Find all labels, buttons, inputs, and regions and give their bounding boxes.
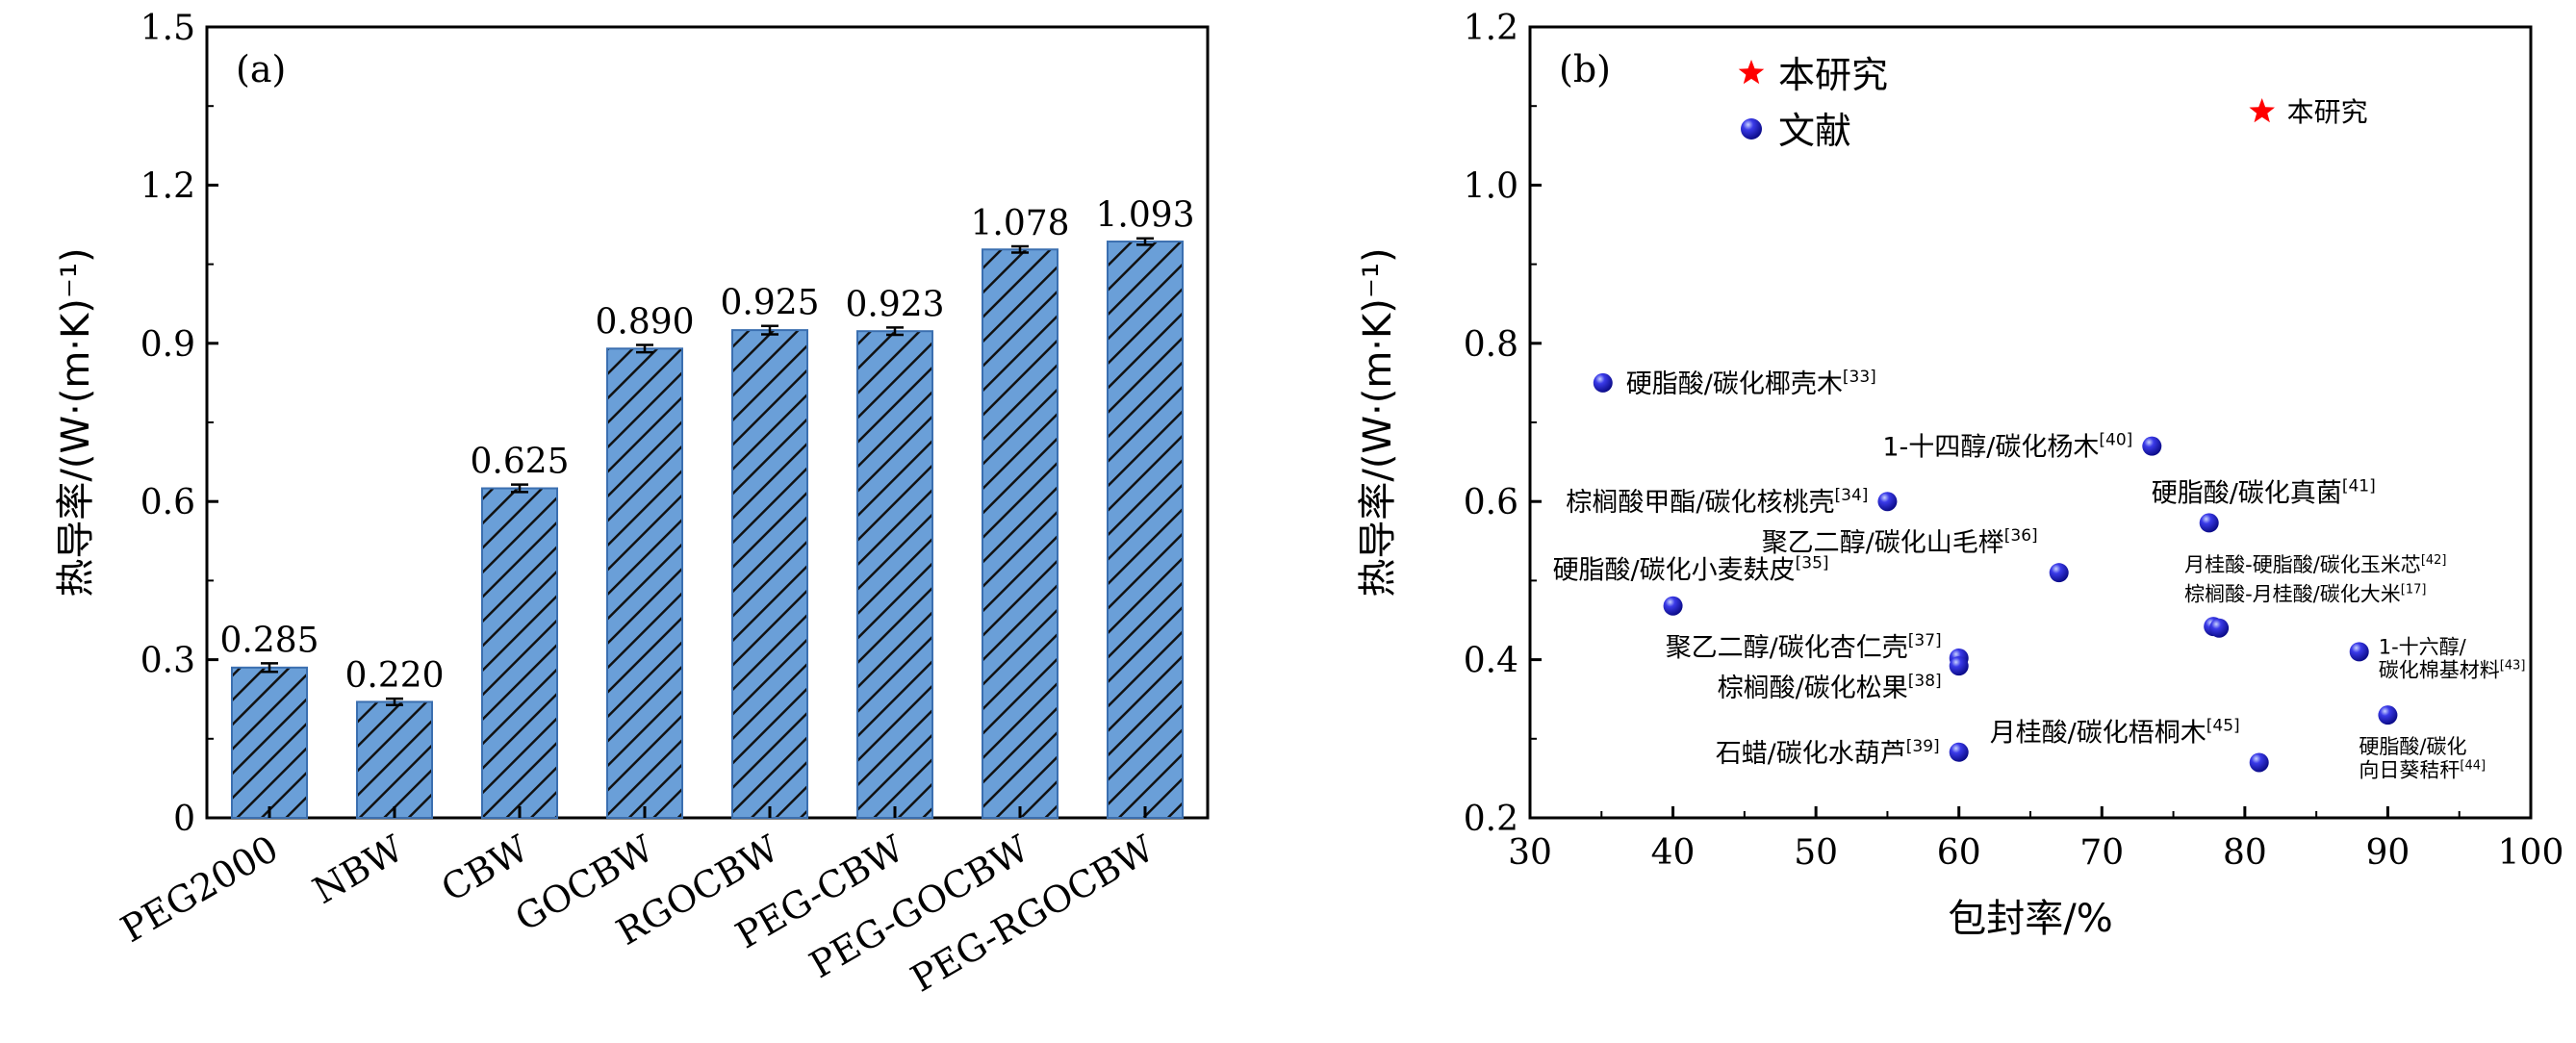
legend-star-icon xyxy=(1738,60,1765,85)
y-tick-label: 1.5 xyxy=(140,9,195,48)
y-axis-ticks-a: 0 0.3 0.6 0.9 1.2 1.5 xyxy=(140,9,218,839)
x-tick-label: 70 xyxy=(2079,833,2124,873)
data-point-sphere xyxy=(2249,752,2269,773)
y-axis-label-a: 热导率/(W·(m·K)⁻¹) xyxy=(54,247,98,597)
y-tick-label: 0.3 xyxy=(140,642,195,681)
data-point-label: 硬脂酸/碳化真菌[41] xyxy=(2152,476,2376,508)
data-point-label: 硬脂酸/碳化向日葵秸秆[44] xyxy=(2359,735,2486,781)
bar-chart-panel: (a) 热导率/(W·(m·K)⁻¹) 0 0.3 0.6 0.9 1.2 1.5 0.2… xyxy=(54,9,1210,1000)
data-point-sphere xyxy=(1877,492,1898,512)
bar-value-label: 0.625 xyxy=(470,443,569,482)
data-point-label: 硬脂酸/碳化小麦麸皮[35] xyxy=(1553,554,1829,586)
bar-value-label: 1.093 xyxy=(1095,196,1194,236)
plot-frame-b xyxy=(1528,25,2533,820)
data-point-label: 月桂酸/碳化梧桐木[45] xyxy=(1990,716,2240,748)
data-point-sphere xyxy=(1663,596,1683,616)
y-tick-label: 1.2 xyxy=(1464,9,1518,48)
y-tick-label: 0 xyxy=(173,800,195,839)
data-point-sphere xyxy=(2142,436,2162,456)
x-tick-label: 50 xyxy=(1794,833,1838,873)
data-point-sphere xyxy=(2349,642,2369,662)
y-tick-label: 0.6 xyxy=(1464,483,1518,522)
bar-value-label: 0.890 xyxy=(595,302,694,342)
panel-label-b: (b) xyxy=(1559,48,1611,90)
data-point-sphere xyxy=(2049,563,2069,583)
bar xyxy=(606,347,683,819)
data-point-label: 聚乙二醇/碳化杏仁壳[37] xyxy=(1666,631,1942,663)
bar-value-label: 0.285 xyxy=(219,621,319,660)
legend-label: 文献 xyxy=(1778,110,1851,152)
x-tick-label: 90 xyxy=(2366,833,2410,873)
y-tick-label: 0.6 xyxy=(140,483,195,522)
legend-sphere-icon xyxy=(1741,118,1762,140)
bar xyxy=(856,330,933,819)
x-axis-ticks-a: PEG2000 NBW CBWGOCBWRGOCBWPEG-CBWPEG-GOCBW… xyxy=(114,806,1161,1000)
data-point-sphere xyxy=(2378,705,2398,725)
bar xyxy=(731,329,808,819)
bar-value-label: 1.078 xyxy=(970,204,1069,243)
x-tick-label: 40 xyxy=(1651,833,1696,873)
x-axis-label-b: 包封率/% xyxy=(1948,897,2112,941)
x-tick-label: 60 xyxy=(1937,833,1981,873)
legend-label: 本研究 xyxy=(1778,54,1888,96)
bar xyxy=(356,700,433,819)
y-tick-label: 0.9 xyxy=(140,325,195,365)
x-tick-label: NBW xyxy=(306,827,411,912)
data-point-star xyxy=(2249,98,2275,123)
data-point-sphere xyxy=(2209,618,2230,638)
y-axis-label-b: 热导率/(W·(m·K)⁻¹) xyxy=(1356,247,1400,597)
bar-value-label: 0.923 xyxy=(845,285,944,324)
y-tick-label: 0.2 xyxy=(1464,800,1518,839)
data-point-sphere xyxy=(1949,656,1969,676)
data-point-label: 棕榈酸-月桂酸/碳化大米[17] xyxy=(2184,583,2426,606)
data-point-label: 聚乙二醇/碳化山毛榉[36] xyxy=(1762,526,2038,558)
data-point-label: 1-十四醇/碳化杨木[40] xyxy=(1882,431,2132,463)
y-tick-label: 1.0 xyxy=(1464,166,1518,206)
data-point-sphere xyxy=(1593,372,1613,393)
data-point-label: 月桂酸-硬脂酸/碳化玉米芯[42] xyxy=(2184,553,2446,576)
data-point-label: 石蜡/碳化水葫芦[39] xyxy=(1716,737,1940,769)
panel-label-a: (a) xyxy=(236,48,286,90)
y-tick-label: 0.4 xyxy=(1464,642,1518,681)
x-tick-label: 30 xyxy=(1508,833,1552,873)
x-tick-label: 80 xyxy=(2223,833,2267,873)
bar xyxy=(1107,241,1184,819)
bar xyxy=(481,487,558,819)
data-point-label: 本研究 xyxy=(2287,96,2368,128)
data-point-label: 硬脂酸/碳化椰壳木[33] xyxy=(1626,368,1876,399)
x-tick-label: 100 xyxy=(2498,833,2564,873)
data-point-sphere xyxy=(1949,742,1969,762)
bars-group: 0.285 0.220 0.625 0.890 0.925 0.923 1.078 1.093 xyxy=(219,196,1195,820)
data-point-label: 棕榈酸/碳化松果[38] xyxy=(1718,672,1942,703)
bar xyxy=(231,666,308,819)
y-tick-label: 1.2 xyxy=(140,166,195,206)
bar-value-label: 0.220 xyxy=(344,656,444,696)
x-tick-label: PEG2000 xyxy=(114,827,285,951)
axis-ticks-b: 0.2 0.4 0.6 0.8 1.0 1.2 30 40 50 60 70 80 90 100 xyxy=(1464,9,2564,873)
bar xyxy=(982,248,1058,820)
data-point-sphere xyxy=(2199,513,2219,533)
data-point-label: 1-十六醇/碳化棉基材料[43] xyxy=(2379,635,2526,681)
data-point-label: 棕榈酸甲酯/碳化核桃壳[34] xyxy=(1566,486,1868,518)
y-tick-label: 0.8 xyxy=(1464,325,1518,365)
bar-value-label: 0.925 xyxy=(720,284,819,323)
scatter-chart-panel: (b) 热导率/(W·(m·K)⁻¹) 包封率/% 0.2 0.4 0.6 0.8 1.… xyxy=(1356,9,2563,941)
